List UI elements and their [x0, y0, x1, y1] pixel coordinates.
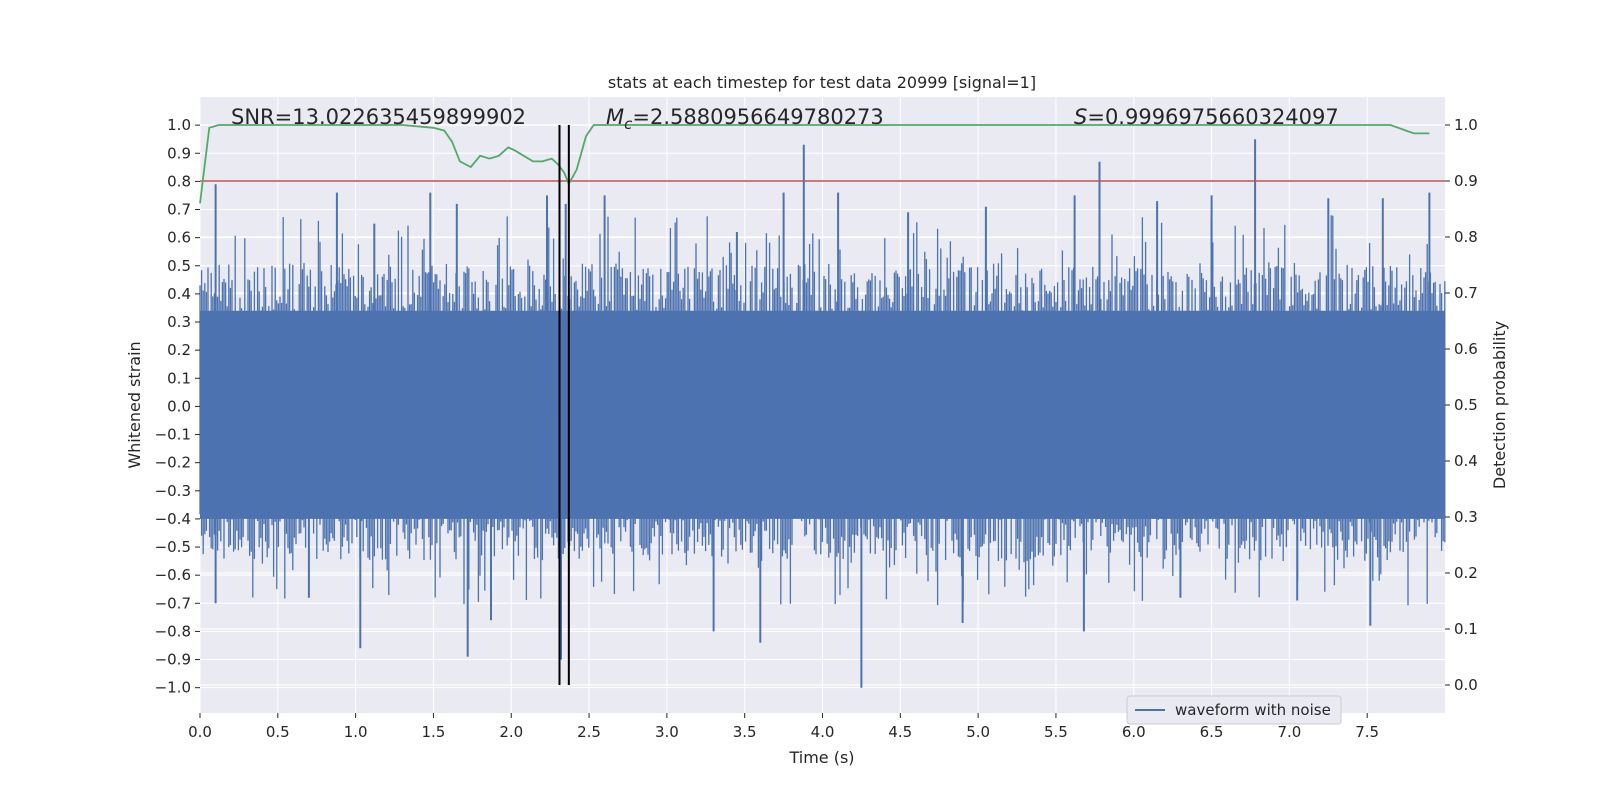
legend-box	[1126, 695, 1342, 725]
x-tick-label: 0.5	[266, 723, 290, 741]
y-tick-label: 0.4	[167, 285, 191, 303]
y2-tick-label: 1.0	[1454, 116, 1478, 134]
x-tick-label: 1.5	[422, 723, 446, 741]
score-value: =0.9996975660324097	[1087, 105, 1338, 129]
y2-tick-label: 0.1	[1454, 620, 1478, 638]
y-tick-label: −0.5	[155, 538, 191, 556]
y2-axis-ticks: 1.0 0.9 0.8 0.7 0.6 0.5 0.4 0.3 0.2 0.1 0.0	[1445, 116, 1478, 694]
y-tick-label: 0.3	[167, 313, 191, 331]
y-tick-label: 0.8	[167, 172, 191, 190]
x-tick-label: 4.0	[811, 723, 835, 741]
y-tick-label: −0.8	[155, 622, 191, 640]
y-tick-label: −0.9	[155, 651, 191, 669]
legend: waveform with noise	[1126, 695, 1342, 725]
chirp-mass-value: =2.5880956649780273	[632, 105, 883, 129]
y2-tick-label: 0.7	[1454, 284, 1478, 302]
legend-label: waveform with noise	[1175, 701, 1331, 719]
y-axis-label: Whitened strain	[125, 341, 144, 468]
x-tick-label: 7.0	[1277, 723, 1301, 741]
y-tick-label: −0.7	[155, 594, 191, 612]
y-tick-label: 0.7	[167, 201, 191, 219]
score-symbol: S	[1074, 105, 1087, 129]
x-tick-label: 5.0	[966, 723, 990, 741]
x-tick-label: 0.0	[188, 723, 212, 741]
y2-tick-label: 0.8	[1454, 228, 1478, 246]
y-tick-label: 1.0	[167, 116, 191, 134]
y-tick-label: −0.2	[155, 454, 191, 472]
y-tick-label: 0.9	[167, 144, 191, 162]
y-tick-label: −0.3	[155, 482, 191, 500]
y2-tick-label: 0.5	[1454, 396, 1478, 414]
y2-tick-label: 0.6	[1454, 340, 1478, 358]
y-tick-label: 0.6	[167, 229, 191, 247]
y-tick-label: −0.1	[155, 426, 191, 444]
y-tick-label: 0.5	[167, 257, 191, 275]
y-tick-label: 0.1	[167, 369, 191, 387]
y2-tick-label: 0.2	[1454, 564, 1478, 582]
y2-tick-label: 0.0	[1454, 676, 1478, 694]
chirp-mass-symbol: M	[606, 105, 624, 129]
x-axis-ticks: 0.0 0.5 1.0 1.5 2.0 2.5 3.0 3.5 4.0 4.5 5.0 5.5 6.0 6…	[188, 713, 1379, 741]
snr-annotation: SNR=13.022635459899902	[231, 105, 526, 129]
x-tick-label: 6.5	[1200, 723, 1224, 741]
chirp-mass-annotation: Mc=2.5880956649780273	[606, 105, 884, 133]
x-tick-label: 7.5	[1355, 723, 1379, 741]
y-tick-label: 0.0	[167, 397, 191, 415]
score-annotation: S=0.9996975660324097	[1074, 105, 1339, 129]
y-tick-label: −0.6	[155, 566, 191, 584]
y-tick-label: 0.2	[167, 341, 191, 359]
x-tick-label: 6.0	[1122, 723, 1146, 741]
x-tick-label: 2.5	[577, 723, 601, 741]
waveform-series	[199, 139, 1446, 688]
chart-title: stats at each timestep for test data 209…	[608, 73, 1036, 92]
y-tick-label: −1.0	[155, 679, 191, 697]
y2-tick-label: 0.3	[1454, 508, 1478, 526]
x-axis-label: Time (s)	[788, 748, 854, 767]
x-tick-label: 5.5	[1044, 723, 1068, 741]
y2-tick-label: 0.9	[1454, 172, 1478, 190]
chirp-mass-subscript: c	[624, 115, 633, 133]
event-lines	[558, 125, 570, 685]
x-tick-label: 3.5	[733, 723, 757, 741]
x-tick-label: 3.0	[655, 723, 679, 741]
y2-tick-label: 0.4	[1454, 452, 1478, 470]
probability-series	[199, 124, 1445, 204]
y2-axis-label: Detection probability	[1490, 321, 1509, 489]
y-axis-ticks: 1.0 0.9 0.8 0.7 0.6 0.5 0.4 0.3 0.2 0.1 0.0 −0.1 −0.…	[155, 116, 200, 697]
waveform-spikes	[214, 139, 1431, 688]
probability-line	[199, 124, 1430, 204]
x-tick-label: 4.5	[888, 723, 912, 741]
x-tick-label: 1.0	[344, 723, 368, 741]
x-tick-label: 2.0	[499, 723, 523, 741]
y-tick-label: −0.4	[155, 510, 191, 528]
